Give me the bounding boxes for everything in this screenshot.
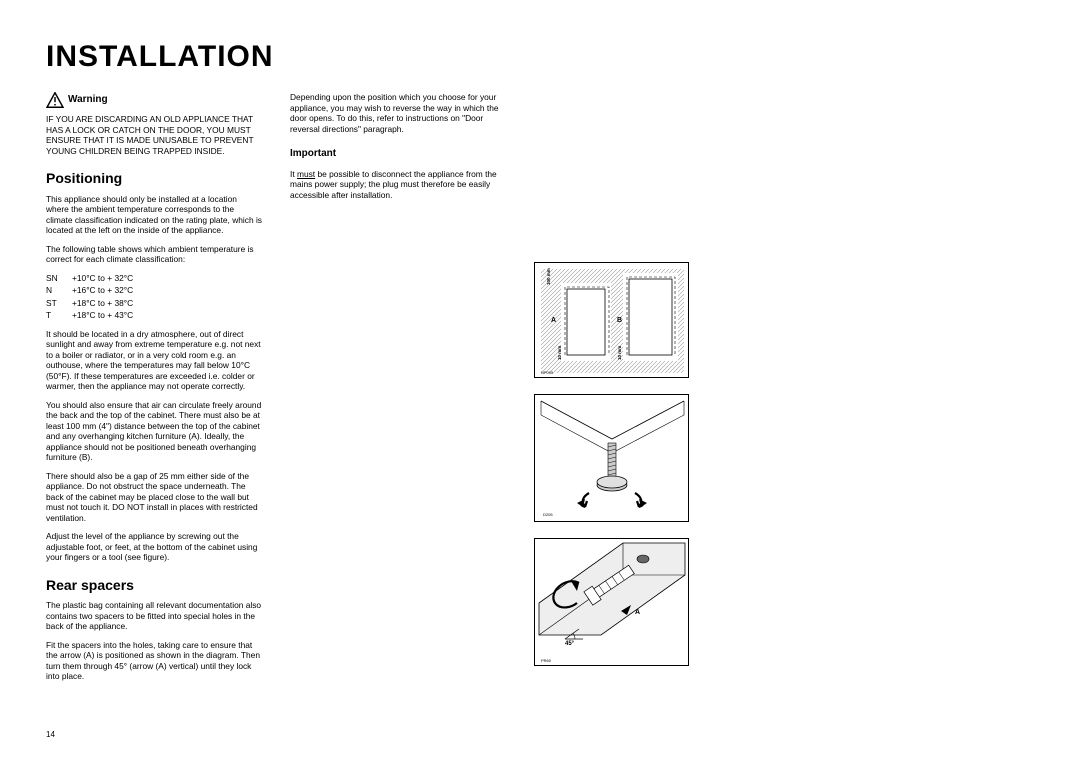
positioning-p2: The following table shows which ambient … [46,244,262,265]
fig1-label-100mm: 100 mm [546,268,551,285]
climate-code: T [46,310,72,321]
fig2-ref: D205 [543,512,553,517]
warning-label: Warning [68,94,108,107]
climate-range: +16°C to + 32°C [72,285,133,296]
fig1-label-10mm-l: 10 mm [557,346,562,360]
climate-range: +10°C to + 32°C [72,273,133,284]
figure-rear-spacer: A 45° PR60 [534,538,689,666]
positioning-p5: There should also be a gap of 25 mm eith… [46,471,262,524]
table-row: ST +18°C to + 38°C [46,298,262,309]
left-column: Warning IF YOU ARE DISCARDING AN OLD APP… [46,92,262,690]
warning-body: IF YOU ARE DISCARDING AN OLD APPLIANCE T… [46,114,262,156]
page-number: 14 [46,730,55,739]
middle-column: Depending upon the position which you ch… [290,92,506,690]
table-row: T +18°C to + 43°C [46,310,262,321]
climate-range: +18°C to + 38°C [72,298,133,309]
climate-code: SN [46,273,72,284]
figure-clearance: 100 mm A B 10 mm 10 mm NP005 [534,262,689,378]
climate-range: +18°C to + 43°C [72,310,133,321]
important-text-b: be possible to disconnect the appliance … [290,169,497,200]
climate-code: ST [46,298,72,309]
fig1-label-10mm-r: 10 mm [617,346,622,360]
rear-spacers-p1: The plastic bag containing all relevant … [46,600,262,632]
positioning-p3: It should be located in a dry atmosphere… [46,329,262,392]
important-body: It must be possible to disconnect the ap… [290,169,506,201]
figures-column: 100 mm A B 10 mm 10 mm NP005 [534,92,709,690]
fig3-label-a: A [635,609,640,616]
warning-heading: Warning [46,92,262,108]
warning-triangle-icon [46,92,64,108]
important-must: must [297,169,315,179]
important-heading: Important [290,148,506,161]
fig1-ref: NP005 [541,370,553,375]
col2-p1: Depending upon the position which you ch… [290,92,506,134]
fig1-label-a: A [551,317,556,324]
important-text-a: It [290,169,297,179]
positioning-p4: You should also ensure that air can circ… [46,400,262,463]
rear-spacers-heading: Rear spacers [46,577,262,595]
positioning-heading: Positioning [46,170,262,188]
fig1-label-b: B [617,317,622,324]
rear-spacers-p2: Fit the spacers into the holes, taking c… [46,640,262,682]
page-title: INSTALLATION [46,40,1030,74]
table-row: SN +10°C to + 32°C [46,273,262,284]
climate-code: N [46,285,72,296]
climate-table: SN +10°C to + 32°C N +16°C to + 32°C ST … [46,273,262,321]
figure-adjustable-foot: D205 [534,394,689,522]
positioning-p1: This appliance should only be installed … [46,194,262,236]
table-row: N +16°C to + 32°C [46,285,262,296]
fig3-label-45: 45° [565,641,574,647]
fig3-ref: PR60 [541,658,551,663]
positioning-p6: Adjust the level of the appliance by scr… [46,531,262,563]
